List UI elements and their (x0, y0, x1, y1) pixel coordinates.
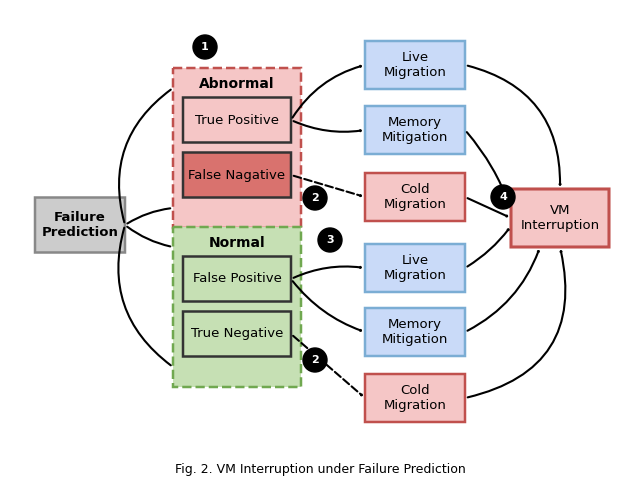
Text: 2: 2 (311, 355, 319, 365)
FancyBboxPatch shape (183, 152, 291, 198)
Text: True Negative: True Negative (191, 327, 283, 340)
Text: Live
Migration: Live Migration (383, 254, 447, 282)
Text: Failure
Prediction: Failure Prediction (42, 211, 118, 239)
FancyBboxPatch shape (183, 312, 291, 356)
Text: False Positive: False Positive (193, 273, 282, 285)
FancyArrowPatch shape (293, 336, 362, 395)
FancyBboxPatch shape (173, 227, 301, 387)
Text: Abnormal: Abnormal (199, 77, 275, 91)
FancyArrowPatch shape (294, 266, 361, 278)
FancyBboxPatch shape (365, 308, 465, 356)
Text: Fig. 2. VM Interruption under Failure Prediction: Fig. 2. VM Interruption under Failure Pr… (175, 463, 465, 475)
FancyBboxPatch shape (183, 97, 291, 143)
Circle shape (193, 35, 217, 59)
Text: 4: 4 (499, 192, 507, 202)
FancyArrowPatch shape (467, 229, 509, 266)
FancyArrowPatch shape (294, 176, 361, 196)
FancyArrowPatch shape (127, 226, 170, 246)
Circle shape (318, 228, 342, 252)
FancyArrowPatch shape (294, 121, 361, 132)
Text: VM
Interruption: VM Interruption (520, 204, 600, 232)
Circle shape (491, 185, 515, 209)
Text: False Nagative: False Nagative (188, 169, 285, 182)
FancyArrowPatch shape (468, 198, 507, 217)
FancyArrowPatch shape (292, 66, 361, 118)
Text: 3: 3 (326, 235, 334, 245)
Text: 1: 1 (201, 42, 209, 52)
Circle shape (303, 348, 327, 372)
FancyArrowPatch shape (468, 66, 561, 185)
FancyArrowPatch shape (127, 208, 170, 224)
FancyArrowPatch shape (118, 227, 171, 365)
FancyBboxPatch shape (365, 173, 465, 221)
Text: Cold
Migration: Cold Migration (383, 384, 447, 412)
Text: True Positive: True Positive (195, 113, 279, 127)
FancyArrowPatch shape (467, 251, 539, 331)
FancyBboxPatch shape (365, 374, 465, 422)
Text: Memory
Mitigation: Memory Mitigation (382, 116, 448, 144)
FancyArrowPatch shape (467, 132, 510, 206)
Text: Live
Migration: Live Migration (383, 51, 447, 79)
FancyBboxPatch shape (183, 257, 291, 301)
FancyArrowPatch shape (119, 90, 171, 223)
FancyBboxPatch shape (511, 189, 609, 247)
FancyBboxPatch shape (173, 68, 301, 228)
Text: Cold
Migration: Cold Migration (383, 183, 447, 211)
FancyBboxPatch shape (365, 244, 465, 292)
FancyBboxPatch shape (365, 106, 465, 154)
Text: 2: 2 (311, 193, 319, 203)
FancyArrowPatch shape (468, 251, 565, 397)
Text: Memory
Mitigation: Memory Mitigation (382, 318, 448, 346)
FancyArrowPatch shape (292, 281, 361, 331)
FancyBboxPatch shape (365, 41, 465, 89)
FancyBboxPatch shape (35, 198, 125, 252)
Circle shape (303, 186, 327, 210)
Text: Normal: Normal (209, 236, 266, 250)
